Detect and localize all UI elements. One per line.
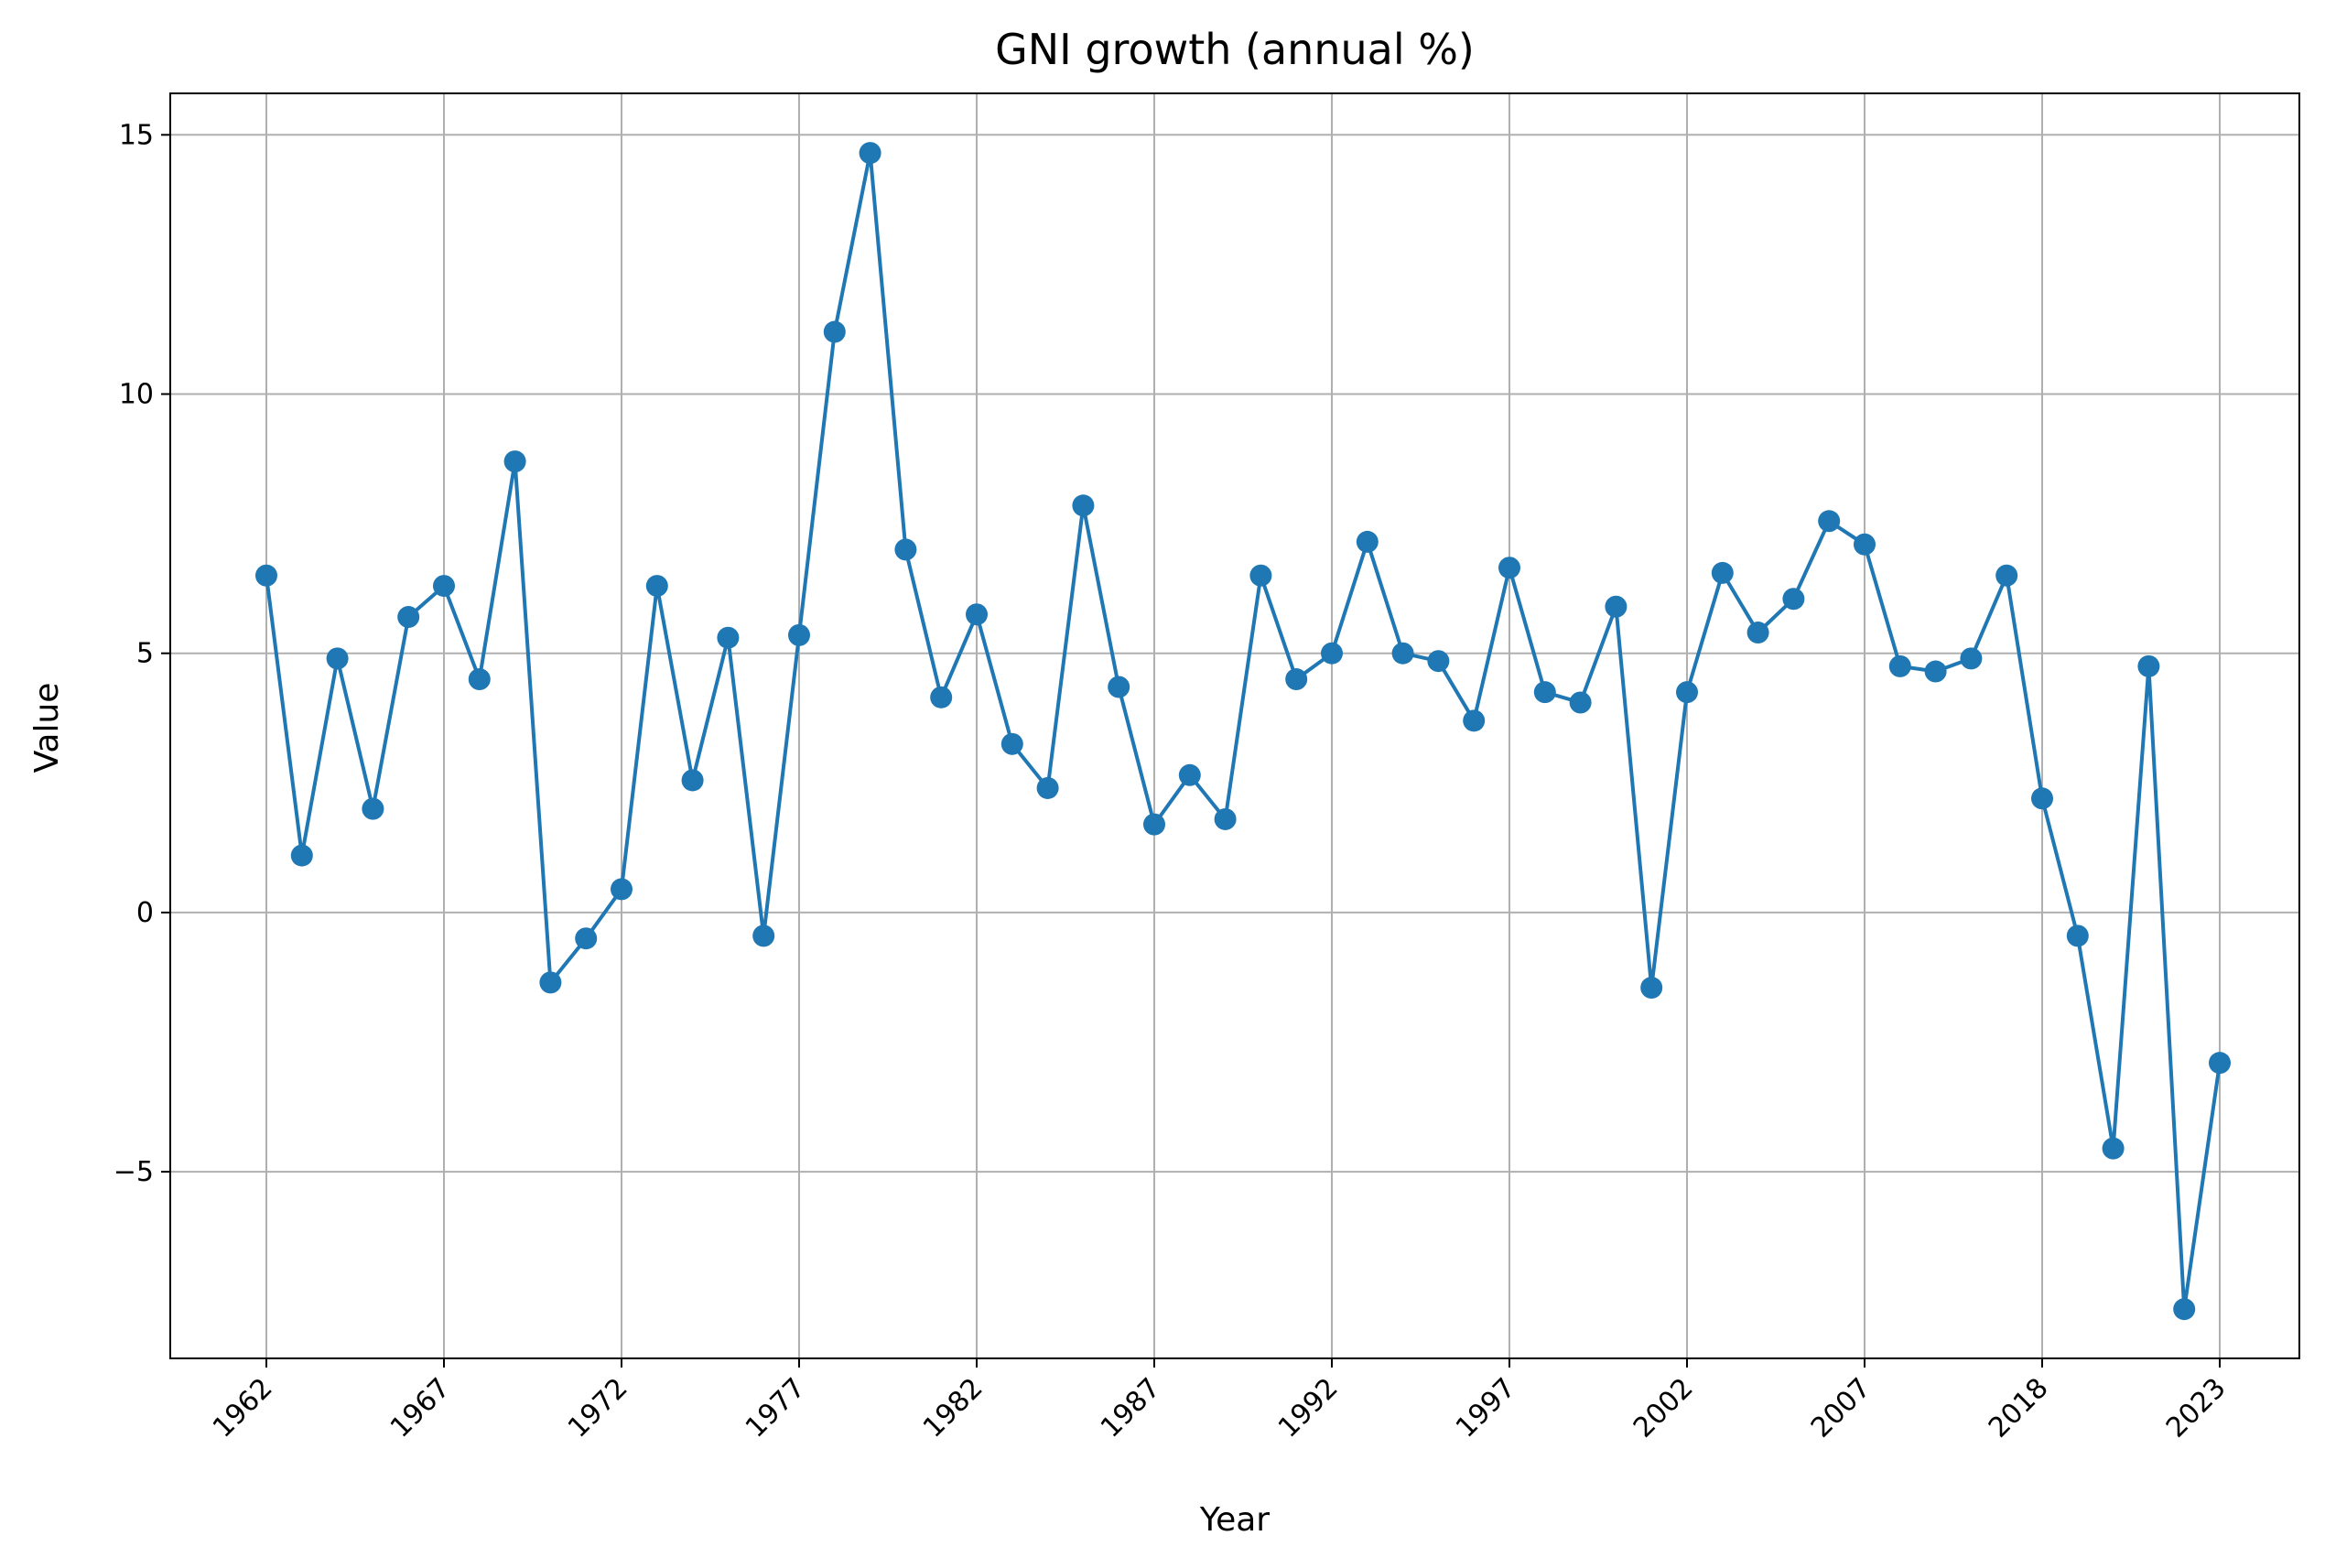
- data-point: [717, 626, 740, 649]
- data-point: [2137, 654, 2160, 677]
- y-tick-label: 0: [136, 897, 154, 929]
- data-point: [1924, 660, 1947, 683]
- chart-title: GNI growth (annual %): [995, 25, 1475, 74]
- data-point: [1782, 588, 1805, 611]
- data-point: [539, 971, 562, 994]
- data-point: [397, 606, 420, 629]
- y-tick-label: 15: [119, 119, 154, 151]
- data-point: [1178, 763, 1201, 786]
- data-point: [645, 575, 668, 598]
- data-point: [788, 623, 810, 646]
- data-point: [2173, 1298, 2196, 1321]
- data-point: [1249, 564, 1272, 587]
- data-point: [326, 647, 349, 670]
- data-point: [1711, 561, 1734, 584]
- y-axis: −5 0 5 10 15: [114, 119, 170, 1188]
- data-point: [1072, 494, 1095, 517]
- data-point: [1143, 813, 1165, 836]
- data-point: [575, 927, 598, 950]
- y-axis-label: Value: [28, 683, 66, 773]
- y-tick-label: −5: [114, 1156, 154, 1188]
- data-point: [1640, 977, 1663, 1000]
- data-point: [859, 142, 881, 165]
- data-point: [1676, 681, 1698, 704]
- data-point: [433, 575, 455, 598]
- plot-frame: [169, 92, 2300, 1359]
- data-point: [255, 564, 277, 587]
- data-point: [823, 320, 846, 343]
- data-point: [1000, 732, 1023, 755]
- series-layer: [255, 142, 2231, 1321]
- data-point: [1533, 681, 1556, 704]
- data-point: [1746, 622, 1769, 644]
- data-point: [468, 668, 491, 691]
- data-point: [1888, 654, 1911, 677]
- data-point: [894, 538, 917, 561]
- data-point: [1108, 676, 1130, 698]
- data-point: [2209, 1052, 2231, 1075]
- data-point: [503, 450, 526, 473]
- data-point: [1036, 776, 1059, 799]
- data-point: [362, 797, 384, 820]
- data-point: [1995, 564, 2018, 587]
- data-point: [2031, 787, 2053, 810]
- data-point: [1569, 691, 1592, 714]
- data-point: [681, 769, 704, 792]
- data-point: [930, 686, 953, 708]
- data-point: [966, 603, 988, 626]
- data-point: [1854, 533, 1876, 556]
- data-point: [1391, 642, 1414, 665]
- data-point: [1356, 530, 1379, 553]
- data-point: [2066, 925, 2089, 947]
- grid-lines: [170, 93, 2299, 1358]
- data-point: [1427, 650, 1450, 673]
- data-point: [752, 925, 775, 947]
- x-axis-label: Year: [1199, 1501, 1270, 1539]
- data-point: [290, 844, 313, 867]
- data-point: [1960, 647, 1983, 670]
- y-tick-label: 5: [136, 638, 154, 670]
- y-tick-label: 10: [119, 379, 154, 411]
- data-point: [2102, 1137, 2125, 1160]
- data-point: [1605, 595, 1628, 618]
- data-point: [1498, 557, 1520, 579]
- data-point: [1285, 668, 1308, 691]
- data-point: [1818, 510, 1841, 533]
- data-point: [1321, 642, 1343, 665]
- data-point: [611, 878, 633, 901]
- data-point: [1463, 709, 1486, 732]
- data-point: [1214, 807, 1237, 830]
